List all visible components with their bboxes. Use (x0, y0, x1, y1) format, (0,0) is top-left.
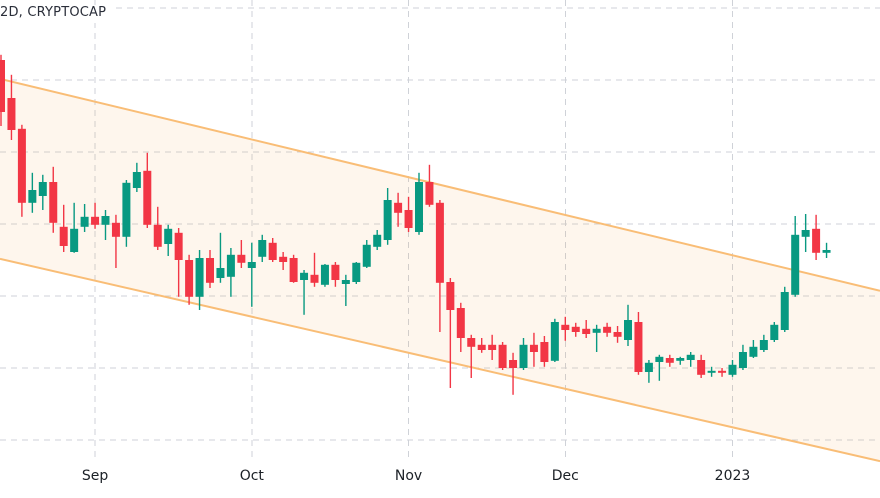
candle-body-down (456, 308, 465, 338)
candle-body-down (665, 358, 674, 363)
candle-body-down (237, 254, 246, 263)
candle-body-down (561, 324, 570, 330)
candle-body-up (676, 358, 685, 361)
candle-body-down (310, 274, 319, 283)
candle-body-up (122, 182, 131, 237)
candle-body-up (300, 272, 309, 280)
candle-body-up (822, 250, 831, 253)
candle-body-up (132, 172, 141, 188)
candle-body-up (373, 234, 382, 247)
candle-body-up (362, 244, 371, 267)
candle-body-down (582, 328, 591, 334)
candle-body-down (634, 322, 643, 372)
candle-body-up (164, 228, 173, 244)
candle-body-up (247, 262, 256, 268)
candle-body-up (320, 264, 329, 285)
candle-body-up (38, 182, 47, 196)
candle-body-down (613, 332, 622, 337)
candle-body-down (331, 264, 340, 280)
candle-body-up (341, 280, 350, 284)
candle-body-down (529, 344, 538, 352)
candle-body-up (550, 322, 559, 361)
candle-body-up (791, 234, 800, 295)
channel-upper-line[interactable] (0, 77, 880, 292)
candle-body-down (435, 202, 444, 283)
candle-body-down (59, 226, 68, 246)
candle-body-up (644, 362, 653, 372)
candle-body-down (0, 60, 5, 112)
candle-body-down (467, 338, 476, 347)
candle-body-up (258, 240, 267, 257)
candle-body-up (738, 352, 747, 368)
candle-body-up (728, 364, 737, 375)
symbol-legend[interactable]: 2D, CRYPTOCAP (0, 5, 113, 23)
candle-body-up (707, 370, 716, 373)
candle-body-down (446, 282, 455, 310)
candle-body-down (718, 370, 727, 373)
candle-body-down (185, 260, 194, 297)
candle-body-up (195, 258, 204, 297)
candle-body-up (780, 292, 789, 330)
candle-body-down (279, 256, 288, 262)
candle-body-down (697, 360, 706, 375)
candle-body-up (749, 346, 758, 357)
candle-body-down (477, 344, 486, 350)
candle-body-up (28, 190, 37, 203)
candle-body-down (509, 360, 518, 368)
candle-body-down (394, 202, 403, 213)
x-axis[interactable]: Sep Oct Nov Dec 2023 (0, 466, 880, 492)
candle-body-down (603, 326, 612, 333)
candle-body-down (488, 344, 497, 350)
candle-body-down (153, 224, 162, 247)
candle-body-down (17, 128, 26, 203)
candle-body-up (519, 344, 528, 368)
candle-body-down (91, 216, 100, 225)
candle-body-up (216, 268, 225, 278)
candle-body-up (80, 216, 89, 227)
candle-body-down (49, 182, 58, 223)
candle-body-down (812, 228, 821, 253)
candle-body-down (174, 232, 183, 260)
x-axis-label: Nov (394, 468, 423, 484)
candle-body-up (415, 182, 423, 232)
candle-body-up (759, 340, 768, 350)
candle-body-up (686, 354, 695, 360)
channel-lower-line[interactable] (0, 257, 880, 463)
candle-body-up (101, 216, 110, 225)
x-axis-label: Dec (551, 468, 579, 484)
candle-body-down (404, 210, 413, 228)
candle-body-down (425, 182, 434, 205)
candle-body-up (70, 228, 79, 252)
candle-body-up (592, 328, 601, 333)
candle-body-down (7, 98, 16, 130)
x-axis-label: Sep (81, 468, 109, 484)
candle-body-up (624, 320, 632, 340)
candle-body-up (352, 262, 361, 282)
candle-body-up (383, 200, 392, 240)
candle-body-down (571, 326, 580, 332)
candle-body-up (226, 254, 235, 277)
x-axis-label: Oct (239, 468, 264, 484)
candle-body-up (770, 324, 779, 340)
candle-body-down (268, 242, 277, 260)
candle-body-up (655, 356, 664, 362)
candle-body-up (801, 230, 810, 237)
x-axis-label: 2023 (714, 468, 751, 484)
candle-body-down (206, 258, 214, 283)
candle-body-down (111, 222, 120, 237)
candle-body-down (498, 344, 507, 368)
candle-body-down (143, 170, 152, 225)
candle-body-down (540, 342, 549, 362)
candle-body-down (289, 258, 298, 282)
